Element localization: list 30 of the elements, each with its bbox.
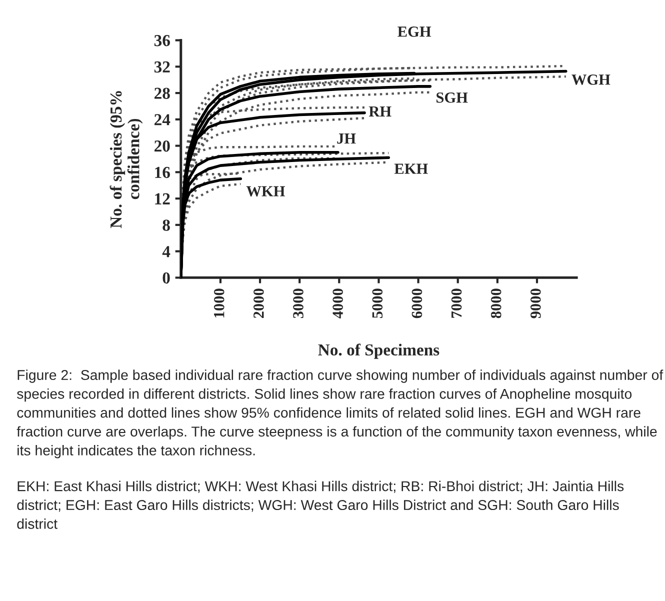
y-tick-label: 20 [154, 140, 170, 152]
series-label: WGH [572, 74, 610, 85]
x-tick-label: 3000 [293, 288, 304, 318]
series-label: WKH [246, 186, 285, 197]
series-label: SGH [436, 92, 468, 103]
x-tick-label: 5000 [372, 288, 383, 318]
y-tick-label: 36 [154, 35, 170, 46]
x-tick-label: 1000 [214, 288, 224, 318]
y-tick-label: 24 [154, 114, 170, 126]
caption: Figure 2: Sample based individual rare fraction curve showing number of individuals against number of species recorded in different districts. Solid lines show rare fraction curves of Anopheline mosquito communities and dotted lines show 95% confidence limits of related solid lines. EGH and WGH rare fraction curve are overlaps. The curve steepness is a function of the community taxon evenness, while its height indicates the taxon richness. [16, 370, 664, 458]
series-label: RH [368, 106, 392, 116]
x-tick-label: 9000 [530, 288, 541, 318]
y-tick-label: 0 [162, 272, 170, 284]
series-label: EKH [394, 164, 428, 174]
y-tick-label: 28 [154, 88, 170, 99]
x-tick-label: 7000 [451, 288, 462, 318]
x-axis-title: No. of Specimens [318, 344, 440, 359]
y-tick-label: 4 [162, 246, 170, 258]
x-tick-label: 4000 [332, 288, 343, 318]
text: EKH: East Khasi Hills district; WKH: West Khasi Hills district; RB: Ri-Bhoi district; JH: Jaintia Hills district; EGH: East Garo Hills districts; WGH: West Garo Hills District and SGH: South Garo Hills district [17, 480, 624, 529]
x-tick-label: 2000 [254, 288, 264, 318]
y-tick-label: 8 [162, 220, 170, 231]
y-tick-label: 16 [155, 166, 170, 178]
series-label: JH [337, 134, 356, 144]
x-tick-label: 6000 [412, 288, 422, 318]
y-tick-label: 12 [155, 193, 170, 204]
x-tick-label: 8000 [490, 288, 502, 318]
text: EGH [398, 26, 432, 37]
y-tick-label: 32 [154, 61, 170, 73]
y-axis-title: No. of species (95% confidence) [110, 91, 143, 228]
